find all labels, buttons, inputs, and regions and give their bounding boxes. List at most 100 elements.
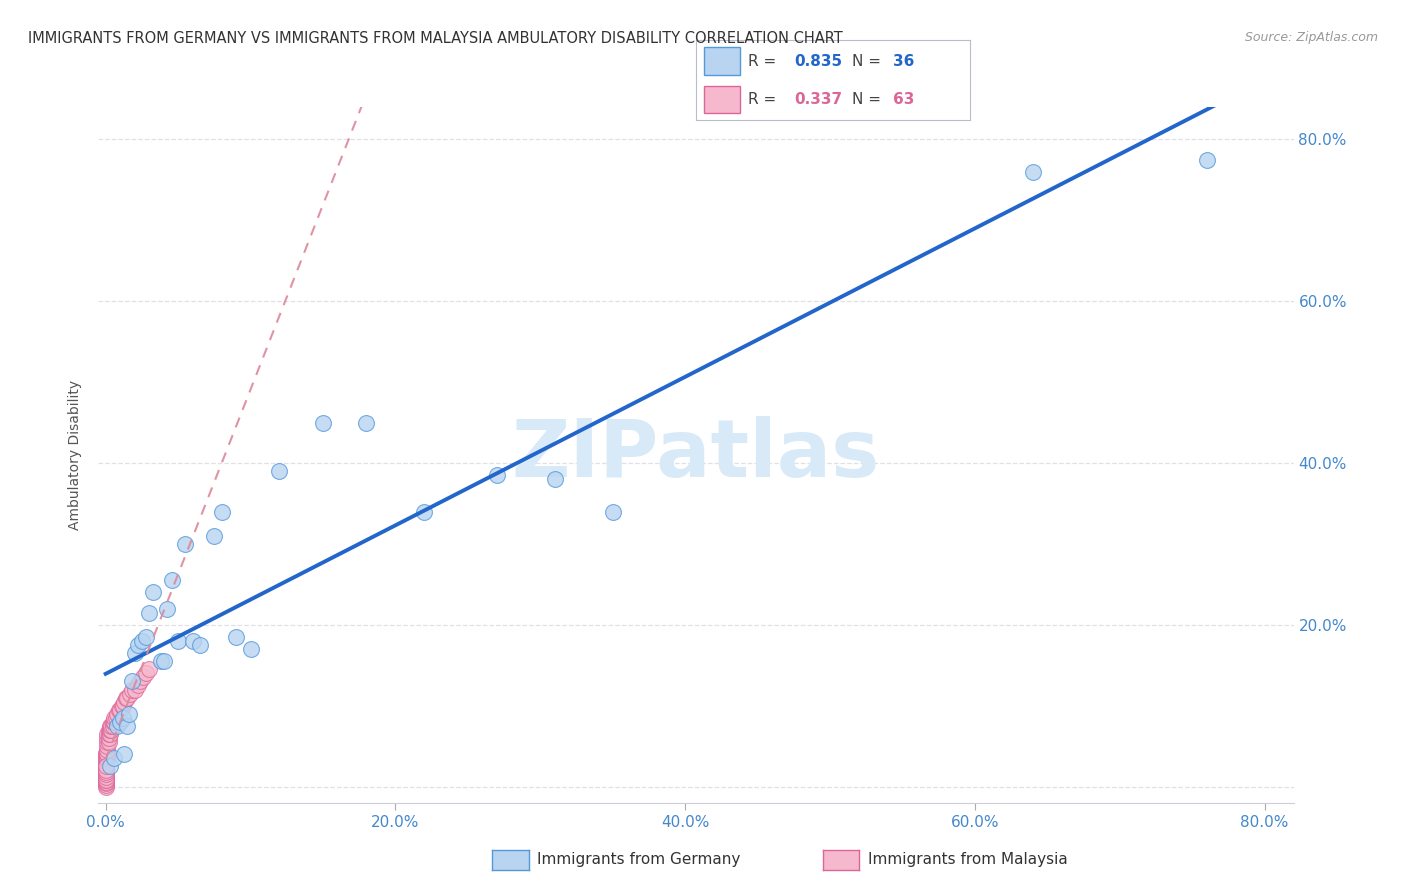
Point xyxy=(413,504,436,518)
Point xyxy=(96,735,118,749)
Point xyxy=(124,646,146,660)
Point xyxy=(94,773,117,788)
Point xyxy=(115,690,138,705)
Point xyxy=(162,574,184,588)
Point xyxy=(105,706,128,721)
Point xyxy=(127,678,149,692)
Point xyxy=(149,654,172,668)
Text: ZIPatlas: ZIPatlas xyxy=(512,416,880,494)
Point xyxy=(110,698,132,713)
Point xyxy=(121,674,143,689)
Point xyxy=(98,723,121,737)
Point xyxy=(94,773,117,788)
Point xyxy=(167,634,190,648)
Text: N =: N = xyxy=(852,92,886,107)
Point xyxy=(94,746,117,760)
Point xyxy=(94,770,117,784)
Text: N =: N = xyxy=(852,54,886,69)
Point xyxy=(94,765,117,780)
Point xyxy=(100,719,122,733)
Point xyxy=(1195,153,1218,167)
Point xyxy=(100,723,122,737)
Point xyxy=(94,748,117,763)
Point xyxy=(97,723,120,737)
Point xyxy=(98,727,121,741)
Text: IMMIGRANTS FROM GERMANY VS IMMIGRANTS FROM MALAYSIA AMBULATORY DISABILITY CORREL: IMMIGRANTS FROM GERMANY VS IMMIGRANTS FR… xyxy=(28,31,842,46)
Point xyxy=(103,714,125,729)
Point xyxy=(94,764,117,778)
Point xyxy=(96,751,118,765)
Point xyxy=(104,711,127,725)
Point xyxy=(211,504,233,518)
Point xyxy=(94,780,117,794)
Point xyxy=(118,706,141,721)
Point xyxy=(96,743,118,757)
Point xyxy=(121,682,143,697)
Point xyxy=(94,778,117,792)
Point xyxy=(101,714,124,729)
Point xyxy=(97,735,120,749)
Point xyxy=(138,606,160,620)
Point xyxy=(105,719,128,733)
Point xyxy=(602,504,624,518)
Point xyxy=(269,464,291,478)
Point xyxy=(142,585,165,599)
Point xyxy=(94,756,117,771)
Point xyxy=(94,759,117,773)
Point xyxy=(239,642,262,657)
Point xyxy=(101,719,124,733)
Point xyxy=(96,731,118,745)
Point xyxy=(94,751,117,765)
Point xyxy=(127,638,149,652)
Point xyxy=(114,747,136,762)
Point xyxy=(108,703,131,717)
Point xyxy=(312,416,335,430)
Bar xyxy=(704,47,740,75)
Text: 0.835: 0.835 xyxy=(794,54,842,69)
Point xyxy=(94,766,117,780)
Point xyxy=(112,698,135,713)
Point xyxy=(544,472,567,486)
Text: R =: R = xyxy=(748,92,782,107)
Point xyxy=(202,529,225,543)
Point xyxy=(174,537,197,551)
Point xyxy=(155,601,177,615)
Point xyxy=(94,768,117,782)
Point xyxy=(96,727,118,741)
Text: R =: R = xyxy=(748,54,782,69)
Point xyxy=(188,638,211,652)
Text: Immigrants from Germany: Immigrants from Germany xyxy=(537,853,741,867)
Point xyxy=(98,759,121,773)
Point xyxy=(94,776,117,790)
Point xyxy=(135,630,157,644)
Point xyxy=(94,770,117,784)
Point xyxy=(129,674,152,689)
Point xyxy=(94,764,117,778)
Point xyxy=(94,765,117,780)
Point xyxy=(97,727,120,741)
Point xyxy=(94,762,117,776)
Point xyxy=(485,468,508,483)
Point xyxy=(94,756,117,770)
Point xyxy=(96,747,118,762)
Point xyxy=(1022,165,1045,179)
Point xyxy=(107,703,129,717)
Text: 36: 36 xyxy=(893,54,915,69)
Point xyxy=(120,687,142,701)
Text: 0.337: 0.337 xyxy=(794,92,842,107)
Point xyxy=(132,670,155,684)
Point xyxy=(135,666,157,681)
Point xyxy=(94,774,117,789)
Point xyxy=(108,714,131,729)
Point xyxy=(138,662,160,676)
Point xyxy=(94,772,117,786)
Point xyxy=(225,630,247,644)
Text: 63: 63 xyxy=(893,92,915,107)
Text: Source: ZipAtlas.com: Source: ZipAtlas.com xyxy=(1244,31,1378,45)
Point xyxy=(103,751,125,765)
Text: Immigrants from Malaysia: Immigrants from Malaysia xyxy=(868,853,1067,867)
Point xyxy=(97,731,120,745)
Point xyxy=(94,767,117,781)
Point xyxy=(131,634,153,648)
Point xyxy=(117,719,139,733)
